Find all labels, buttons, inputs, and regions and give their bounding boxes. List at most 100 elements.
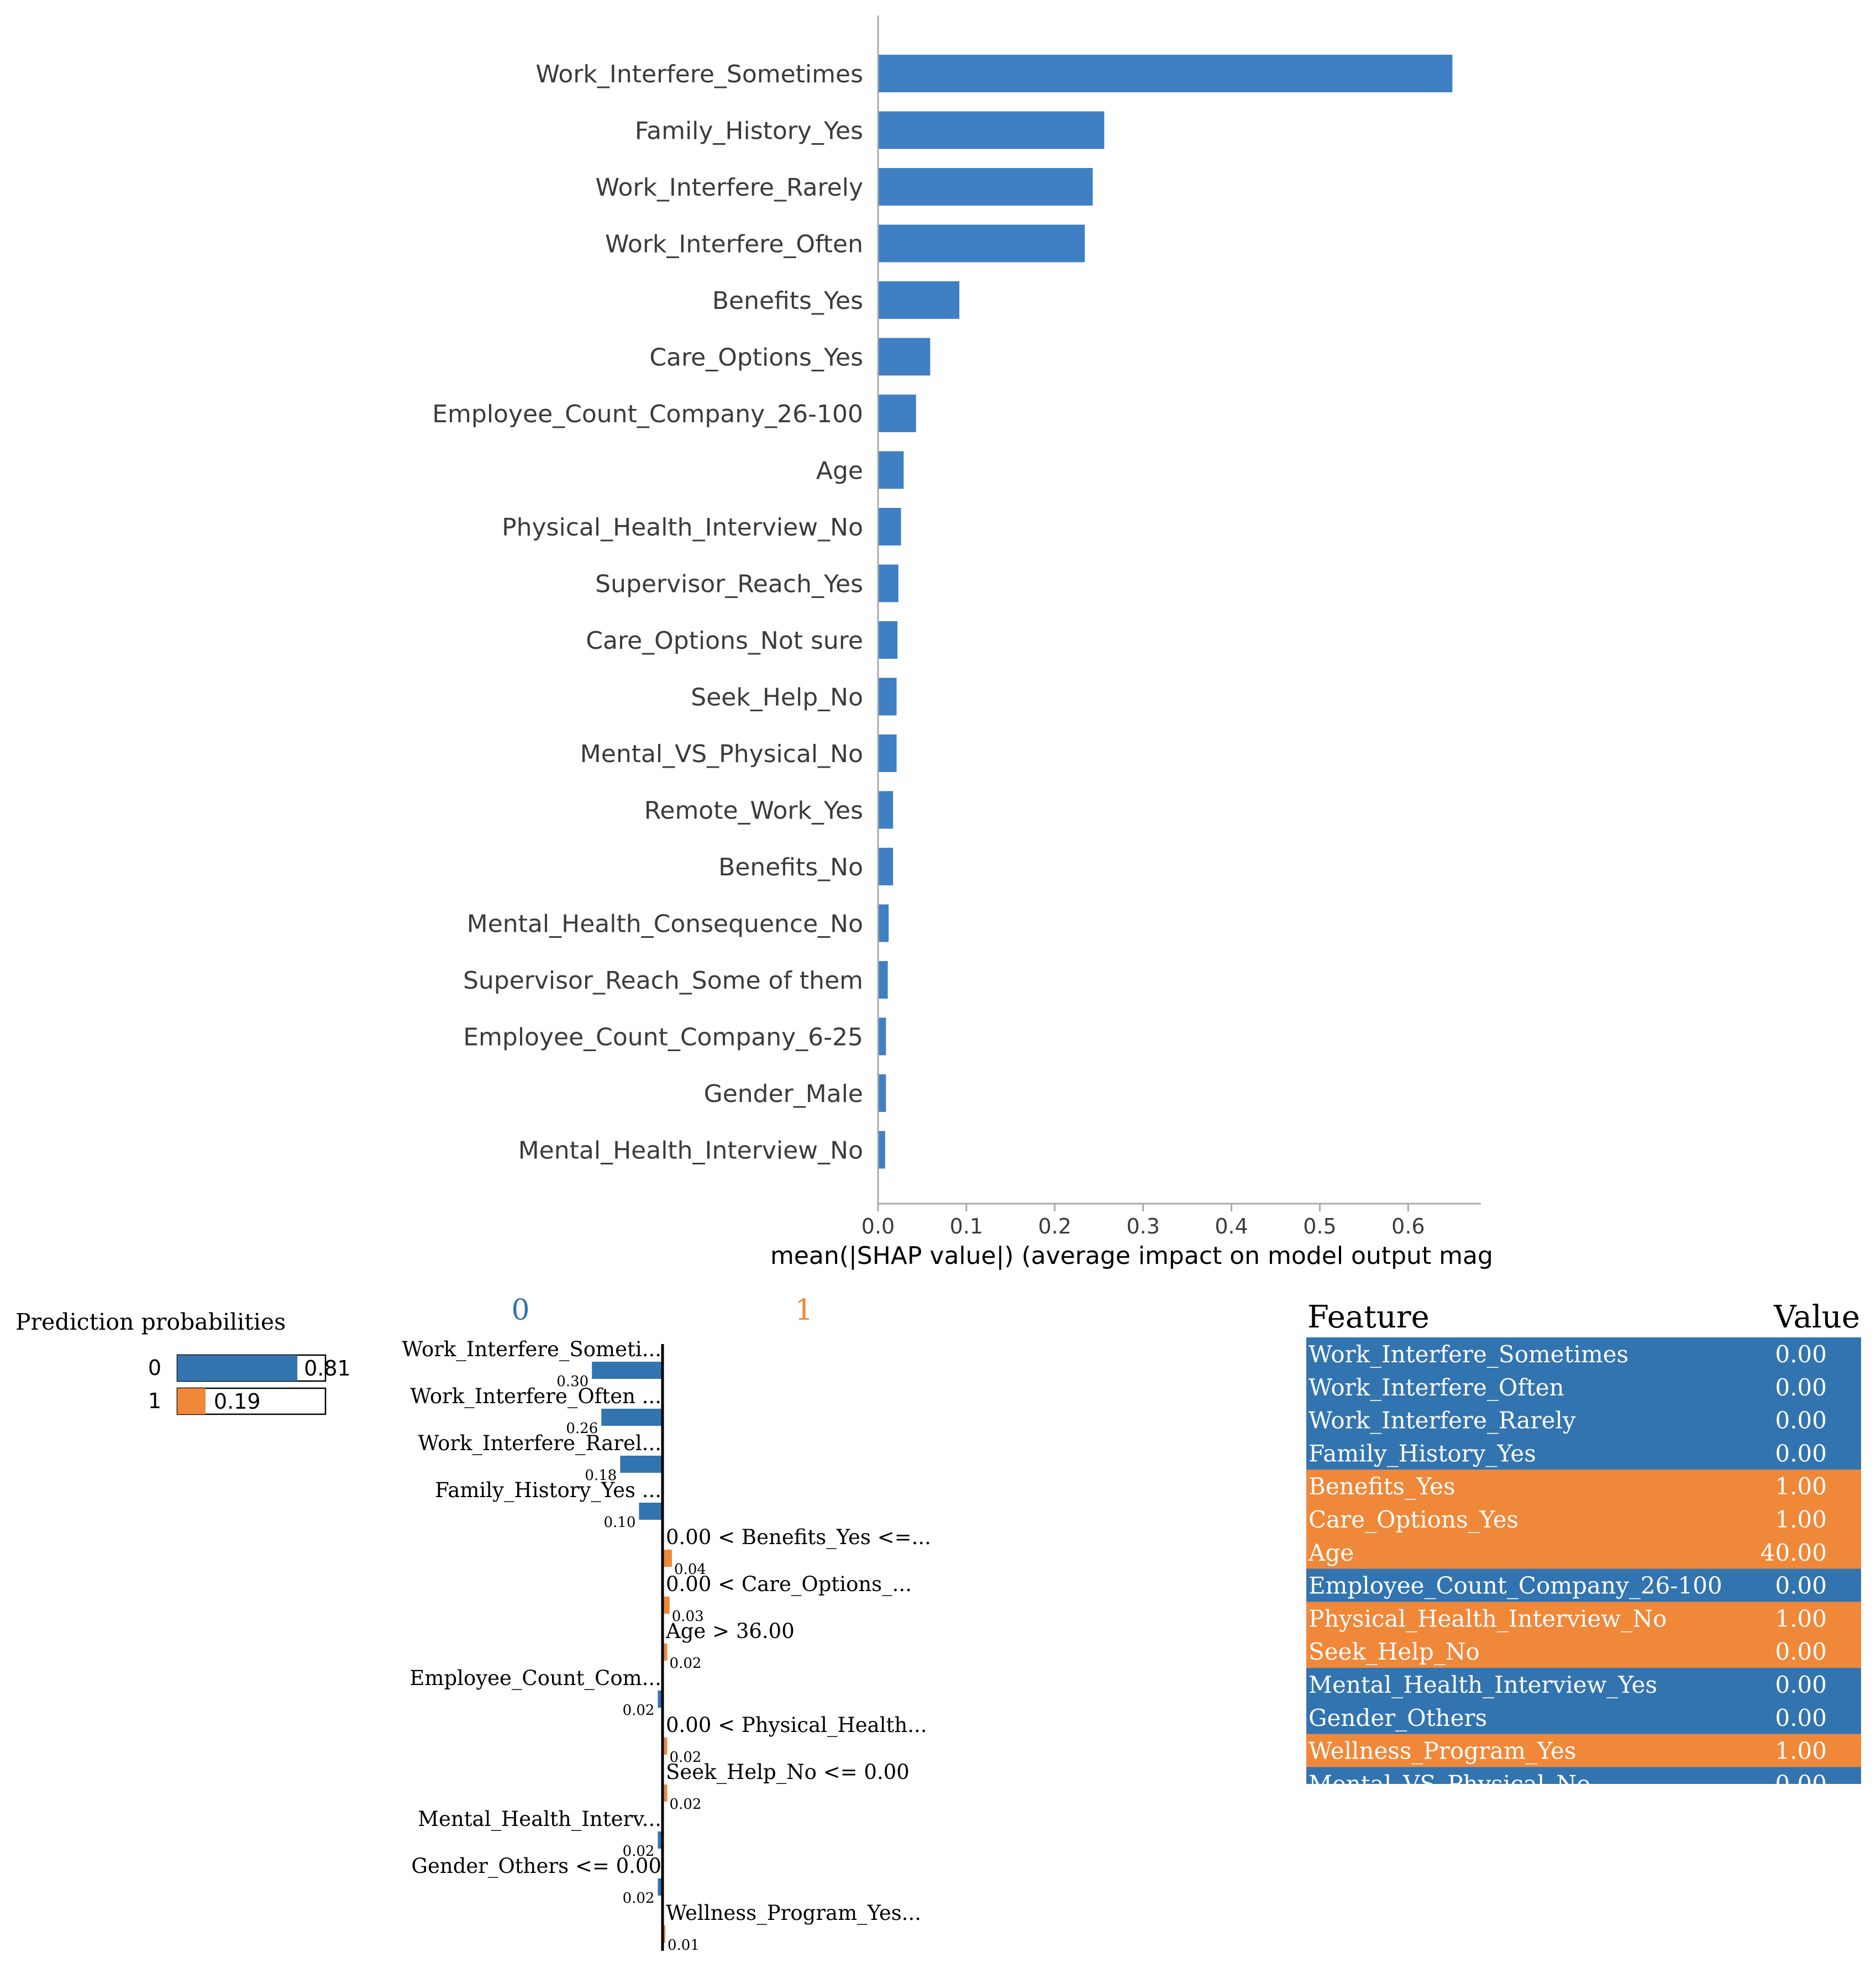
shap-bar: [878, 961, 888, 999]
lime-value-label: 0.01: [668, 1937, 700, 1954]
lime-value-label: 0.10: [604, 1514, 636, 1531]
table-feature-cell: Family_History_Yes: [1309, 1440, 1536, 1467]
lime-feature-label: Mental_VS_Physical...: [434, 1948, 661, 1963]
lime-bar: [663, 1644, 668, 1661]
shap-feature-label: Work_Interfere_Rarely: [596, 174, 863, 202]
table-feature-cell: Work_Interfere_Often: [1309, 1374, 1564, 1401]
lime-feature-label: Family_History_Yes ...: [435, 1478, 661, 1503]
lime-bar: [658, 1691, 663, 1708]
table-value-cell: 0.00: [1775, 1407, 1827, 1434]
shap-feature-label: Supervisor_Reach_Yes: [595, 570, 863, 599]
lime-bar: [663, 1738, 668, 1755]
table-value-cell: 1.00: [1775, 1738, 1827, 1765]
shap-bar: [878, 1017, 886, 1056]
prediction-probability-bars: 0 0.81 1 0.19: [148, 1354, 351, 1415]
lime-value-label: 0.02: [670, 1796, 702, 1813]
lime-bar: [639, 1503, 663, 1520]
lime-feature-label: Work_Interfere_Often ...: [410, 1384, 661, 1409]
shap-bar: [878, 111, 1105, 149]
shap-x-tick-label: 0.4: [1215, 1214, 1248, 1238]
table-row: [1306, 1635, 1861, 1668]
shap-bar: [878, 848, 894, 885]
shap-bar: [878, 1074, 886, 1112]
prediction-probabilities-title: Prediction probabilities: [15, 1309, 286, 1335]
lime-feature-label: 0.00 < Benefits_Yes <=...: [666, 1525, 931, 1550]
lime-feature-label: Seek_Help_No <= 0.00: [666, 1760, 910, 1784]
shap-bar: [878, 168, 1093, 206]
prediction-value-label: 0.81: [304, 1356, 351, 1381]
shap-feature-label: Mental_Health_Consequence_No: [467, 910, 863, 938]
lime-bar: [658, 1831, 663, 1849]
lime-bar: [663, 1597, 670, 1614]
table-value-cell: 0.00: [1775, 1572, 1827, 1599]
lime-value-label: 0.03: [672, 1608, 704, 1625]
lime-feature-label: 0.00 < Care_Options_...: [666, 1572, 912, 1597]
shap-feature-label: Work_Interfere_Often: [605, 230, 863, 259]
lime-feature-contributions: Work_Interfere_Someti...0.30Work_Interfe…: [402, 1337, 931, 1963]
table-value-cell: 1.00: [1775, 1506, 1827, 1533]
lime-feature-label: 0.00 < Physical_Health...: [666, 1713, 927, 1738]
table-value-cell: 0.00: [1775, 1704, 1827, 1731]
shap-feature-label: Work_Interfere_Sometimes: [535, 60, 863, 88]
prediction-bar-fill: [177, 1388, 206, 1414]
shap-bar: [878, 1131, 885, 1169]
table-value-cell: 0.00: [1775, 1770, 1827, 1797]
shap-bar: [878, 338, 931, 376]
shap-bar: [878, 395, 916, 432]
table-feature-cell: Mental_Health_Interview_Yes: [1309, 1671, 1657, 1698]
lime-bar: [663, 1550, 672, 1567]
lime-class-label-0: 0: [511, 1294, 529, 1327]
shap-x-tick-label: 0.6: [1391, 1214, 1425, 1238]
table-row: [1306, 1436, 1861, 1470]
shap-bar: [878, 55, 1453, 92]
table-value-cell: 1.00: [1775, 1605, 1827, 1632]
table-feature-cell: Physical_Health_Interview_No: [1309, 1605, 1667, 1632]
table-row: [1306, 1602, 1861, 1635]
shap-feature-label: Mental_Health_Interview_No: [518, 1137, 863, 1165]
lime-feature-label: Mental_Health_Interv...: [418, 1807, 661, 1831]
lime-feature-label: Gender_Others <= 0.00: [411, 1854, 661, 1878]
table-value-cell: 0.00: [1775, 1374, 1827, 1401]
shap-bar: [878, 224, 1085, 263]
lime-feature-label: Employee_Count_Com...: [409, 1666, 661, 1691]
shap-bar: [878, 621, 898, 659]
table-row: [1306, 1767, 1861, 1784]
lime-value-label: 0.02: [623, 1890, 655, 1907]
prediction-class-label: 1: [148, 1389, 161, 1413]
shap-feature-label: Employee_Count_Company_26-100: [432, 400, 863, 428]
shap-feature-label: Seek_Help_No: [691, 684, 863, 712]
table-row: [1306, 1337, 1861, 1371]
shap-x-tick-label: 0.0: [861, 1214, 895, 1238]
shap-feature-label: Mental_VS_Physical_No: [580, 740, 863, 768]
feature-value-table: Work_Interfere_Sometimes 0.00 Work_Interfe…: [1306, 1337, 1861, 1797]
shap-feature-label: Gender_Male: [704, 1080, 863, 1108]
prediction-value-label: 0.19: [214, 1389, 261, 1414]
shap-feature-label: Physical_Health_Interview_No: [502, 513, 863, 542]
table-value-cell: 40.00: [1761, 1539, 1827, 1566]
shap-x-tick-label: 0.2: [1038, 1214, 1071, 1238]
table-row: [1306, 1668, 1861, 1702]
shap-bar: [878, 451, 904, 489]
prediction-bar-fill: [177, 1355, 298, 1381]
table-row: [1306, 1535, 1861, 1570]
table-row: [1306, 1700, 1861, 1735]
lime-value-label: 0.02: [623, 1843, 655, 1860]
shap-bar: [878, 791, 894, 829]
table-row: [1306, 1568, 1861, 1602]
lime-bar: [620, 1456, 663, 1473]
shap-feature-label: Care_Options_Yes: [649, 344, 863, 372]
lime-value-label: 0.02: [670, 1749, 702, 1766]
table-value-cell: 0.00: [1775, 1440, 1827, 1467]
table-value-cell: 1.00: [1775, 1473, 1827, 1500]
table-header-value: Value: [1773, 1299, 1860, 1335]
table-feature-cell: Employee_Count_Company_26-100: [1309, 1572, 1722, 1599]
table-feature-cell: Work_Interfere_Rarely: [1309, 1407, 1576, 1434]
table-feature-cell: Care_Options_Yes: [1309, 1506, 1518, 1533]
table-row: [1306, 1403, 1861, 1437]
table-row: [1306, 1503, 1861, 1536]
shap-bar: [878, 281, 960, 319]
table-feature-cell: Age: [1308, 1539, 1354, 1566]
table-feature-cell: Seek_Help_No: [1309, 1638, 1480, 1665]
shap-bar: [878, 564, 898, 602]
